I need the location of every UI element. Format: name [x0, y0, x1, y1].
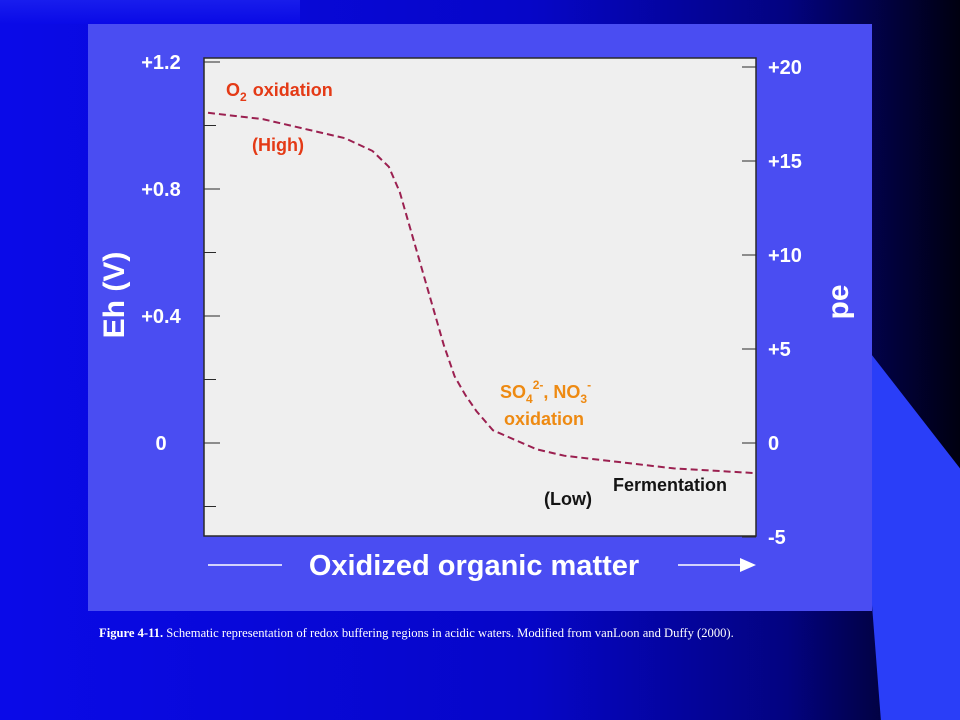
y2-tick-label: 0 [768, 433, 779, 455]
caption-text: Schematic representation of redox buffer… [163, 626, 734, 640]
caption-label: Figure 4-11. [99, 626, 164, 640]
figure-caption: Figure 4-11. Schematic representation of… [99, 624, 861, 642]
y2-tick-label: +10 [768, 245, 802, 267]
y2-tick-label: +15 [768, 151, 802, 173]
x-axis-title: Oxidized organic matter [309, 550, 639, 582]
y2-tick-label: +20 [768, 57, 802, 79]
y-tick-label: 0 [155, 433, 166, 455]
x-arrow-head [740, 558, 756, 572]
y-axis-title: Eh (V) [98, 252, 131, 339]
y-tick-label: +0.8 [141, 179, 180, 201]
oxidation-label-2: oxidation [504, 409, 584, 429]
top-decoration [0, 0, 300, 24]
fermentation-label: Fermentation [613, 475, 727, 495]
high-label: (High) [252, 135, 304, 155]
plot-frame-layer [203, 57, 757, 537]
y2-tick-label: -5 [768, 527, 786, 549]
plot-area [203, 57, 757, 537]
o2-oxidation-label: O2 oxidation [226, 80, 333, 104]
y2-axis-title: pe [822, 284, 855, 319]
redox-curve [207, 111, 757, 475]
so4-no3-label: SO42-, NO3- [500, 378, 591, 406]
y2-tick-label: +5 [768, 339, 791, 361]
low-label: (Low) [544, 489, 592, 509]
y-tick-label: +1.2 [141, 52, 180, 74]
curve-layer [207, 111, 757, 475]
ticks-layer: +1.2 +0.8 +0.4 0 +20 +15 +10 +5 0 -5 [141, 52, 802, 549]
y-tick-label: +0.4 [141, 306, 181, 328]
